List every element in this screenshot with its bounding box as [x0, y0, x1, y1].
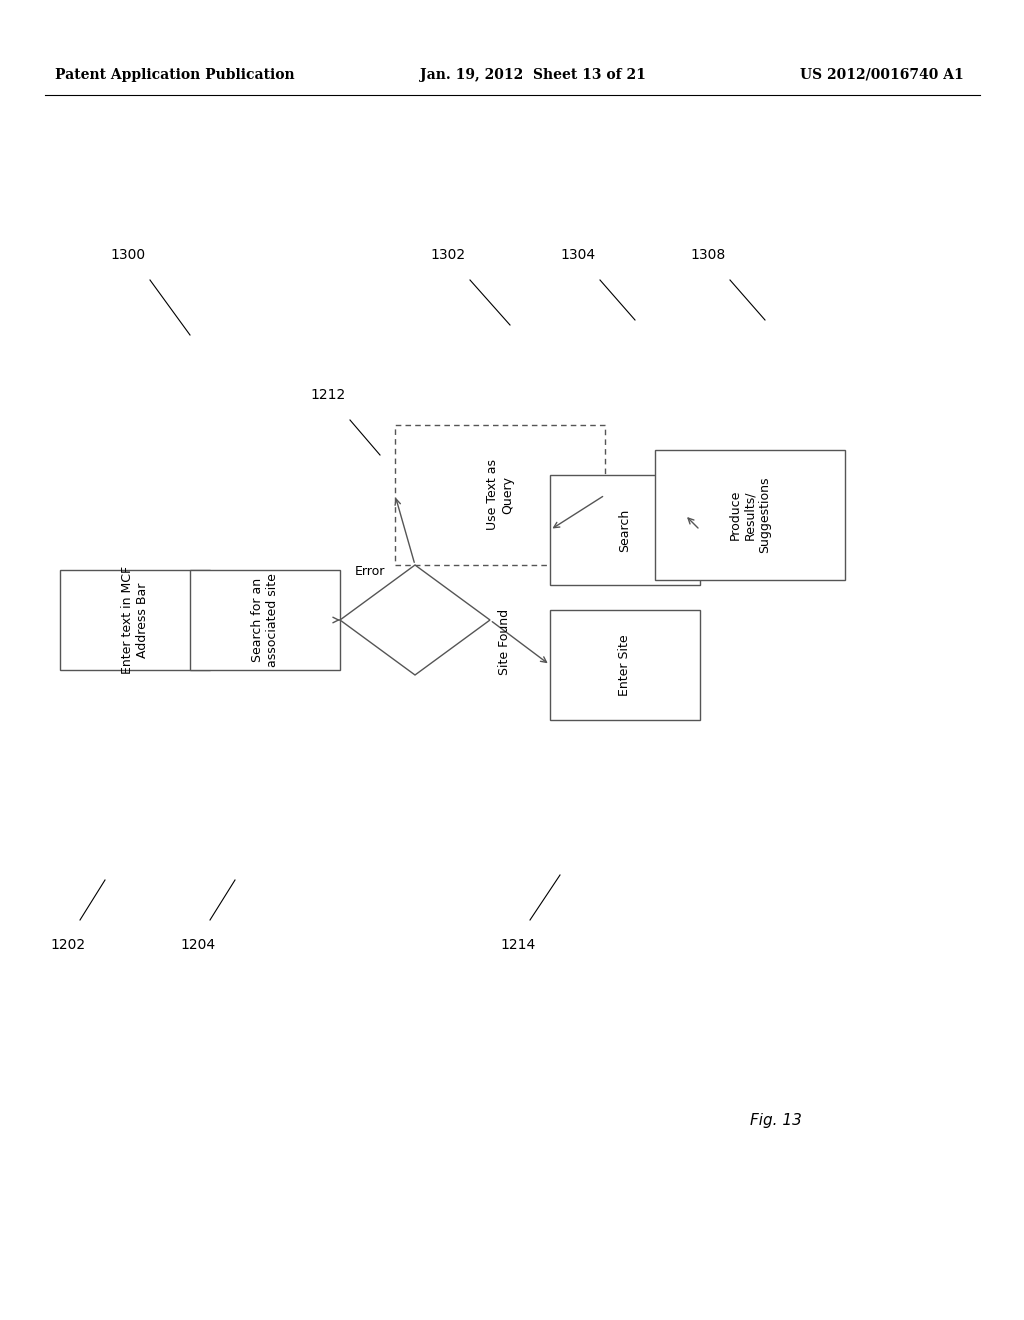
Text: Search for an
associated site: Search for an associated site — [251, 573, 279, 667]
Polygon shape — [340, 565, 490, 675]
Bar — [550, 475, 700, 585]
Text: Search: Search — [618, 508, 632, 552]
Text: 1308: 1308 — [690, 248, 725, 261]
Text: Enter text in MCF
Address Bar: Enter text in MCF Address Bar — [121, 566, 150, 675]
Text: Patent Application Publication: Patent Application Publication — [55, 69, 295, 82]
Text: Site Found: Site Found — [499, 609, 512, 675]
Text: Produce
Results/
Suggestions: Produce Results/ Suggestions — [728, 477, 771, 553]
Text: US 2012/0016740 A1: US 2012/0016740 A1 — [800, 69, 964, 82]
Text: Use Text as
Query: Use Text as Query — [486, 459, 514, 531]
Text: 1212: 1212 — [310, 388, 345, 403]
Text: 1204: 1204 — [180, 939, 215, 952]
Text: Enter Site: Enter Site — [618, 634, 632, 696]
Text: Fig. 13: Fig. 13 — [750, 1113, 802, 1127]
Text: 1300: 1300 — [110, 248, 145, 261]
Text: 1214: 1214 — [500, 939, 536, 952]
Text: 1302: 1302 — [430, 248, 465, 261]
Text: Jan. 19, 2012  Sheet 13 of 21: Jan. 19, 2012 Sheet 13 of 21 — [420, 69, 646, 82]
Text: Error: Error — [354, 565, 385, 578]
Bar — [655, 450, 845, 579]
Bar — [190, 570, 340, 671]
Text: 1304: 1304 — [560, 248, 595, 261]
Bar — [395, 425, 605, 565]
Text: 1202: 1202 — [50, 939, 85, 952]
Bar — [60, 570, 210, 671]
Bar — [550, 610, 700, 719]
